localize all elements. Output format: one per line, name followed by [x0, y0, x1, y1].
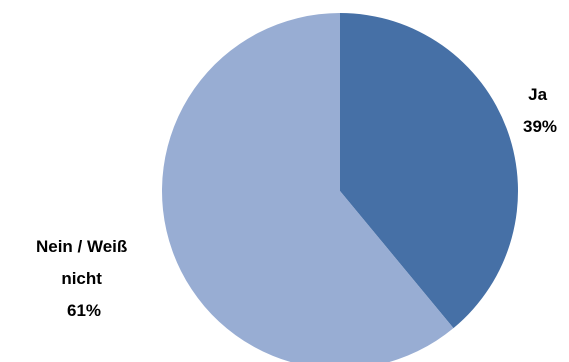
- slice-label-ja-value: 39%: [523, 117, 557, 136]
- slice-label-nein-value: 61%: [67, 301, 101, 320]
- slice-label-nein: Nein / Weiß nicht 61%: [36, 237, 132, 320]
- pie-slice-ja: [340, 13, 518, 329]
- slice-label-nein-name-line2: nicht: [61, 269, 102, 288]
- pie-slices: [162, 13, 518, 362]
- slice-label-nein-name-line1: Nein / Weiß: [36, 237, 127, 256]
- slice-label-ja: Ja 39%: [523, 85, 557, 136]
- slice-label-ja-name: Ja: [528, 85, 547, 104]
- pie-slice-nein: [162, 13, 454, 362]
